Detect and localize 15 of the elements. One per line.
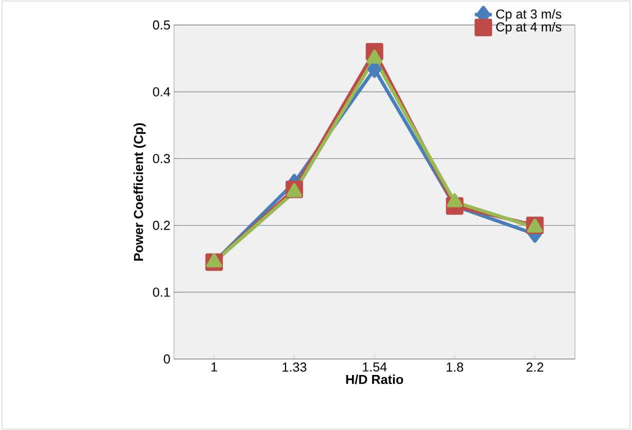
x-tick-label: 1.33: [282, 362, 306, 372]
y-tick-label: 0.5: [152, 20, 170, 30]
x-axis-title: H/D Ratio: [346, 374, 404, 384]
x-tick-label: 1.54: [362, 362, 387, 372]
x-tick-label: 1: [211, 362, 218, 372]
y-axis-title: Power Coefficient (Cp): [134, 123, 146, 261]
y-tick-label: 0.3: [152, 154, 170, 164]
y-tick-label: 0: [164, 354, 170, 364]
x-tick-label: 1.8: [446, 362, 464, 372]
y-tick-label: 0.4: [152, 87, 170, 96]
y-tick-label: 0.2: [152, 220, 170, 230]
legend-label: Cp at 4 m/s: [496, 22, 562, 34]
x-tick-label: 2.2: [526, 362, 544, 372]
legend-label: Cp at 3 m/s: [496, 9, 562, 22]
y-tick-label: 0.1: [152, 288, 170, 297]
